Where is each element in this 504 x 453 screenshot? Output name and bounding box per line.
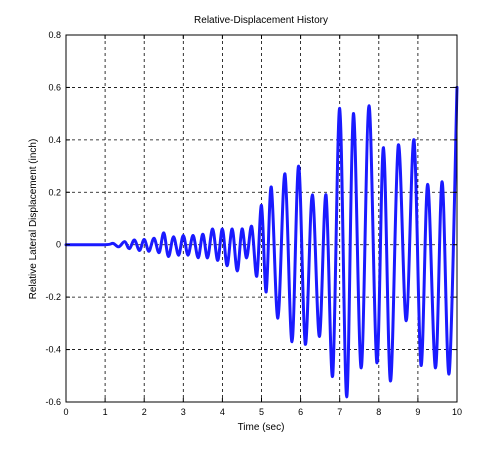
x-axis-label: Time (sec) <box>238 422 285 433</box>
x-tick-label: 6 <box>298 407 303 417</box>
y-tick-label: 0.8 <box>48 30 61 40</box>
x-ticks: 0 1 2 3 4 5 6 7 8 9 10 <box>63 35 462 417</box>
y-tick-label: -0.2 <box>45 292 61 302</box>
y-axis-label: Relative Lateral Displacement (inch) <box>28 139 39 300</box>
y-tick-label: 0.6 <box>48 82 61 92</box>
y-tick-label: 0.2 <box>48 187 61 197</box>
x-tick-label: 9 <box>415 407 420 417</box>
y-tick-label: 0.4 <box>48 135 61 145</box>
y-tick-label: -0.4 <box>45 345 61 355</box>
x-tick-label: 3 <box>181 407 186 417</box>
y-ticks: -0.6 -0.4 -0.2 0 0.2 0.4 0.6 0.8 <box>45 30 457 407</box>
chart-title: Relative-Displacement History <box>194 15 328 26</box>
series <box>64 85 459 399</box>
y-tick-label: 0 <box>56 240 61 250</box>
y-tick-label: -0.6 <box>45 397 61 407</box>
x-tick-label: 0 <box>63 407 68 417</box>
x-tick-label: 10 <box>452 407 462 417</box>
x-tick-label: 5 <box>259 407 264 417</box>
x-tick-label: 7 <box>337 407 342 417</box>
x-tick-label: 8 <box>376 407 381 417</box>
x-tick-label: 2 <box>142 407 147 417</box>
displacement-series-line <box>64 85 459 399</box>
x-tick-label: 4 <box>220 407 225 417</box>
x-tick-label: 1 <box>103 407 108 417</box>
